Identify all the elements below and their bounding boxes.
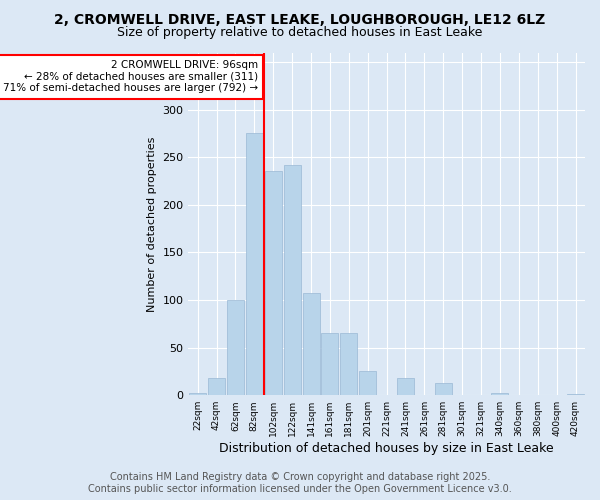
- Text: Contains HM Land Registry data © Crown copyright and database right 2025.
Contai: Contains HM Land Registry data © Crown c…: [88, 472, 512, 494]
- Bar: [567, 394, 584, 395]
- Y-axis label: Number of detached properties: Number of detached properties: [146, 136, 157, 312]
- Bar: [435, 383, 452, 395]
- Bar: [227, 300, 244, 395]
- Text: 2, CROMWELL DRIVE, EAST LEAKE, LOUGHBOROUGH, LE12 6LZ: 2, CROMWELL DRIVE, EAST LEAKE, LOUGHBORO…: [55, 12, 545, 26]
- Bar: [340, 334, 358, 395]
- Text: Size of property relative to detached houses in East Leake: Size of property relative to detached ho…: [118, 26, 482, 39]
- Bar: [397, 378, 414, 395]
- Bar: [189, 394, 206, 395]
- Bar: [208, 378, 225, 395]
- Text: 2 CROMWELL DRIVE: 96sqm
← 28% of detached houses are smaller (311)
71% of semi-d: 2 CROMWELL DRIVE: 96sqm ← 28% of detache…: [3, 60, 258, 94]
- Bar: [284, 165, 301, 395]
- Bar: [359, 372, 376, 395]
- Bar: [491, 394, 508, 395]
- Bar: [302, 294, 320, 395]
- Bar: [265, 172, 282, 395]
- Bar: [246, 134, 263, 395]
- X-axis label: Distribution of detached houses by size in East Leake: Distribution of detached houses by size …: [219, 442, 554, 455]
- Bar: [322, 334, 338, 395]
